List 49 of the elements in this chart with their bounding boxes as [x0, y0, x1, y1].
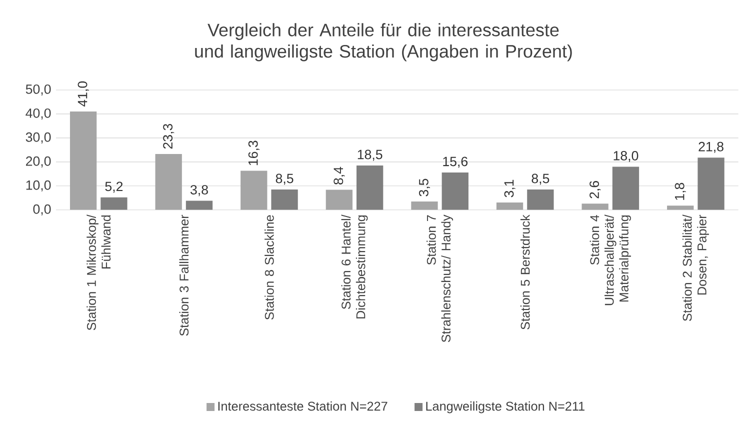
- x-tick-label: Station 4 Ultraschallgerät/ Materialprüfung: [590, 214, 631, 306]
- x-tick-label: Station 8 Slackline: [264, 215, 274, 320]
- data-label: 2,6: [590, 181, 601, 198]
- bar: [240, 170, 268, 210]
- y-tick-label: 40,0: [26, 108, 51, 120]
- data-label: 5,2: [105, 182, 123, 193]
- bar: [667, 206, 694, 210]
- data-label: 15,6: [443, 156, 468, 168]
- y-tick-label: 50,0: [26, 84, 51, 96]
- y-tick-label: 10,0: [26, 180, 51, 192]
- legend-label: Langweiligste Station N=211: [426, 402, 584, 414]
- bar: [527, 190, 554, 210]
- bar: [612, 166, 640, 210]
- data-label: 3,5: [418, 178, 430, 196]
- bar: [100, 198, 128, 210]
- data-label: 18,0: [614, 151, 638, 162]
- data-label: 23,3: [163, 124, 174, 149]
- data-label: 18,5: [358, 150, 382, 161]
- bar: [186, 200, 213, 210]
- bar: [155, 154, 182, 210]
- data-label: 8,5: [276, 174, 294, 185]
- bar: [326, 190, 353, 210]
- x-tick-label: Station 1 Mikroskop/ Fühlwand: [86, 214, 111, 330]
- y-tick-label: 0,0: [33, 204, 51, 216]
- data-label: 21,8: [698, 142, 724, 153]
- bar: [496, 202, 524, 210]
- bar: [411, 202, 438, 210]
- data-label: 8,4: [334, 167, 345, 185]
- bar: [442, 172, 468, 210]
- x-tick-label: Station 5 Berstdruck: [520, 214, 530, 330]
- y-tick-label: 30,0: [26, 132, 51, 144]
- chart-title: Vergleich der Anteile für die interessanteste und langweiligste Station (Angaben in Prozent): [195, 23, 572, 62]
- data-label: 1,8: [674, 183, 686, 200]
- data-label: 3,8: [190, 185, 208, 196]
- data-label: 3,1: [504, 180, 516, 198]
- x-tick-label: Station 2 Stabilität/ Dosen, Papier: [682, 214, 709, 322]
- bar: [582, 204, 608, 210]
- bar: [698, 158, 724, 210]
- data-label: 41,0: [78, 82, 89, 107]
- bar: [70, 112, 97, 210]
- bar: [271, 190, 298, 210]
- data-label: 16,3: [248, 140, 260, 166]
- x-tick-label: Station 7 Strahlenschutz/ Handy: [426, 214, 454, 342]
- x-tick-label: Station 6 Hantel/ Dichtebestimmung: [341, 214, 368, 319]
- legend-label: Interessanteste Station N=227: [218, 402, 388, 411]
- data-label: 8,5: [532, 174, 550, 185]
- x-tick-label: Station 3 Fallhammer: [179, 214, 189, 336]
- y-tick-label: 20,0: [26, 156, 51, 168]
- bar: [356, 166, 384, 210]
